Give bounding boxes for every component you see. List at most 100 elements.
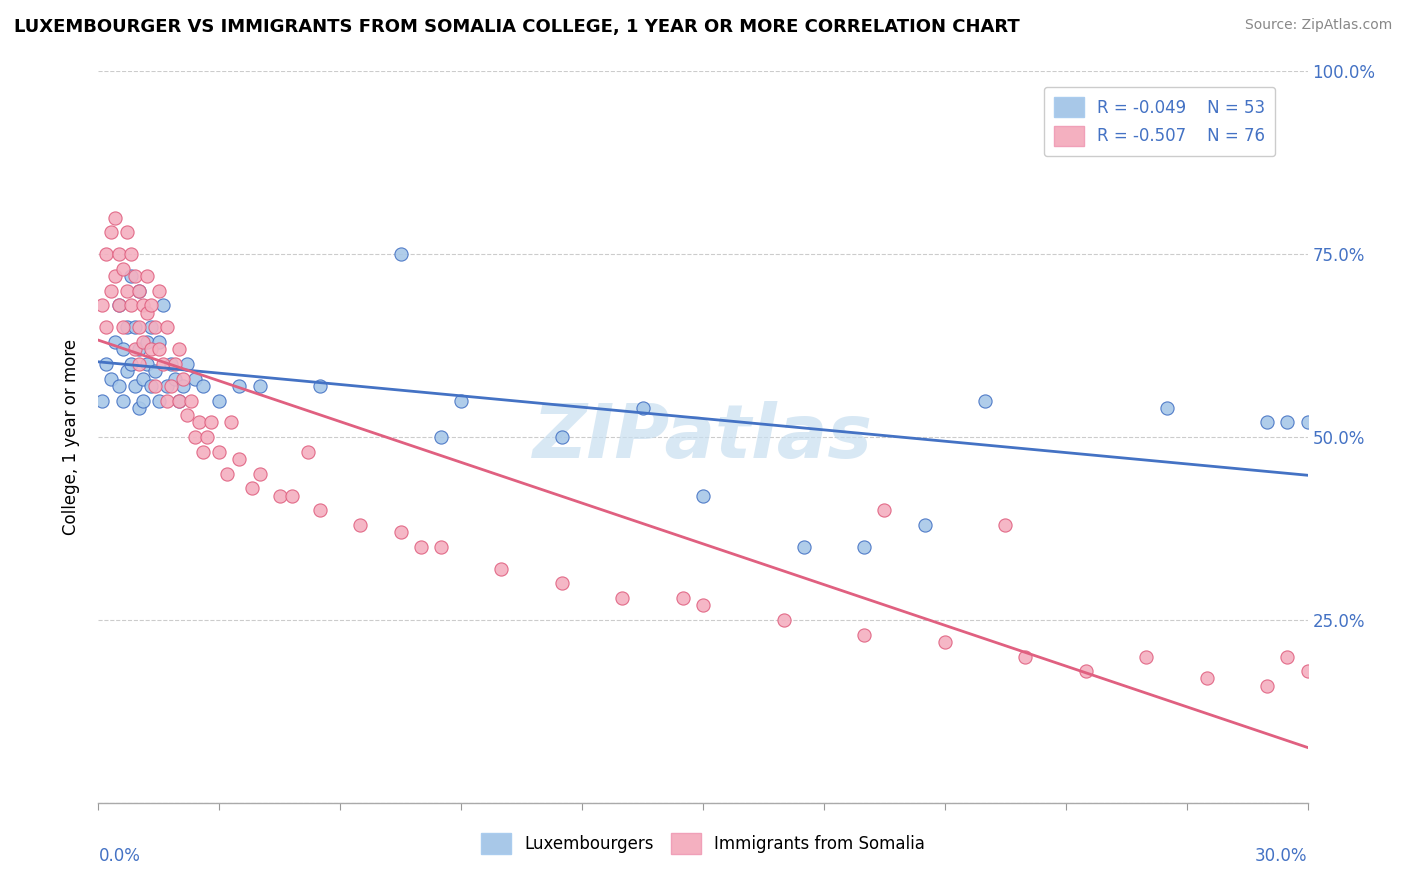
- Point: [309, 379, 332, 393]
- Point: [163, 357, 186, 371]
- Legend: Luxembourgers, Immigrants from Somalia: Luxembourgers, Immigrants from Somalia: [474, 827, 932, 860]
- Point: [188, 416, 211, 430]
- Point: [107, 379, 129, 393]
- Point: [221, 416, 243, 430]
- Point: [132, 371, 155, 385]
- Point: [139, 343, 162, 357]
- Point: [853, 627, 876, 641]
- Point: [111, 320, 134, 334]
- Point: [297, 444, 319, 458]
- Point: [124, 269, 146, 284]
- Point: [107, 298, 129, 312]
- Point: [672, 591, 695, 605]
- Point: [772, 613, 794, 627]
- Point: [217, 467, 239, 481]
- Point: [120, 247, 142, 261]
- Point: [389, 247, 412, 261]
- Point: [994, 517, 1017, 532]
- Point: [195, 430, 218, 444]
- Point: [1156, 401, 1178, 415]
- Point: [793, 540, 815, 554]
- Point: [167, 393, 190, 408]
- Point: [132, 393, 155, 408]
- Text: Source: ZipAtlas.com: Source: ZipAtlas.com: [1244, 18, 1392, 32]
- Point: [100, 225, 122, 239]
- Point: [128, 357, 150, 371]
- Point: [873, 503, 896, 517]
- Point: [124, 379, 146, 393]
- Point: [148, 284, 170, 298]
- Point: [132, 334, 155, 349]
- Point: [551, 576, 574, 591]
- Point: [135, 334, 157, 349]
- Point: [132, 298, 155, 312]
- Point: [103, 334, 125, 349]
- Point: [853, 540, 876, 554]
- Point: [551, 430, 574, 444]
- Point: [184, 430, 207, 444]
- Point: [167, 343, 190, 357]
- Point: [100, 284, 122, 298]
- Point: [934, 635, 956, 649]
- Point: [120, 269, 142, 284]
- Point: [120, 357, 142, 371]
- Point: [309, 503, 332, 517]
- Point: [172, 371, 194, 385]
- Point: [148, 343, 170, 357]
- Point: [184, 371, 207, 385]
- Point: [156, 379, 179, 393]
- Point: [115, 320, 138, 334]
- Point: [281, 489, 304, 503]
- Point: [148, 393, 170, 408]
- Point: [103, 269, 125, 284]
- Point: [409, 540, 432, 554]
- Point: [152, 357, 174, 371]
- Point: [692, 599, 714, 613]
- Point: [128, 284, 150, 298]
- Point: [96, 357, 118, 371]
- Point: [1256, 416, 1278, 430]
- Point: [1074, 664, 1097, 678]
- Point: [143, 364, 166, 378]
- Point: [111, 393, 134, 408]
- Point: [240, 481, 263, 495]
- Point: [107, 298, 129, 312]
- Point: [1014, 649, 1036, 664]
- Y-axis label: College, 1 year or more: College, 1 year or more: [62, 339, 80, 535]
- Point: [1135, 649, 1157, 664]
- Point: [692, 489, 714, 503]
- Point: [389, 525, 412, 540]
- Text: 0.0%: 0.0%: [98, 847, 141, 864]
- Point: [111, 343, 134, 357]
- Point: [1256, 679, 1278, 693]
- Point: [349, 517, 371, 532]
- Point: [1296, 416, 1319, 430]
- Point: [163, 371, 186, 385]
- Point: [152, 298, 174, 312]
- Point: [107, 247, 129, 261]
- Point: [208, 393, 231, 408]
- Point: [1277, 649, 1299, 664]
- Point: [208, 444, 231, 458]
- Point: [115, 225, 138, 239]
- Point: [96, 320, 118, 334]
- Point: [1277, 416, 1299, 430]
- Point: [139, 379, 162, 393]
- Point: [249, 467, 271, 481]
- Point: [156, 320, 179, 334]
- Point: [124, 343, 146, 357]
- Point: [135, 269, 157, 284]
- Point: [115, 284, 138, 298]
- Point: [172, 379, 194, 393]
- Point: [228, 379, 250, 393]
- Point: [249, 379, 271, 393]
- Point: [193, 444, 215, 458]
- Point: [156, 393, 179, 408]
- Point: [176, 408, 198, 422]
- Point: [148, 334, 170, 349]
- Point: [115, 364, 138, 378]
- Point: [96, 247, 118, 261]
- Point: [974, 393, 997, 408]
- Point: [450, 393, 472, 408]
- Point: [139, 298, 162, 312]
